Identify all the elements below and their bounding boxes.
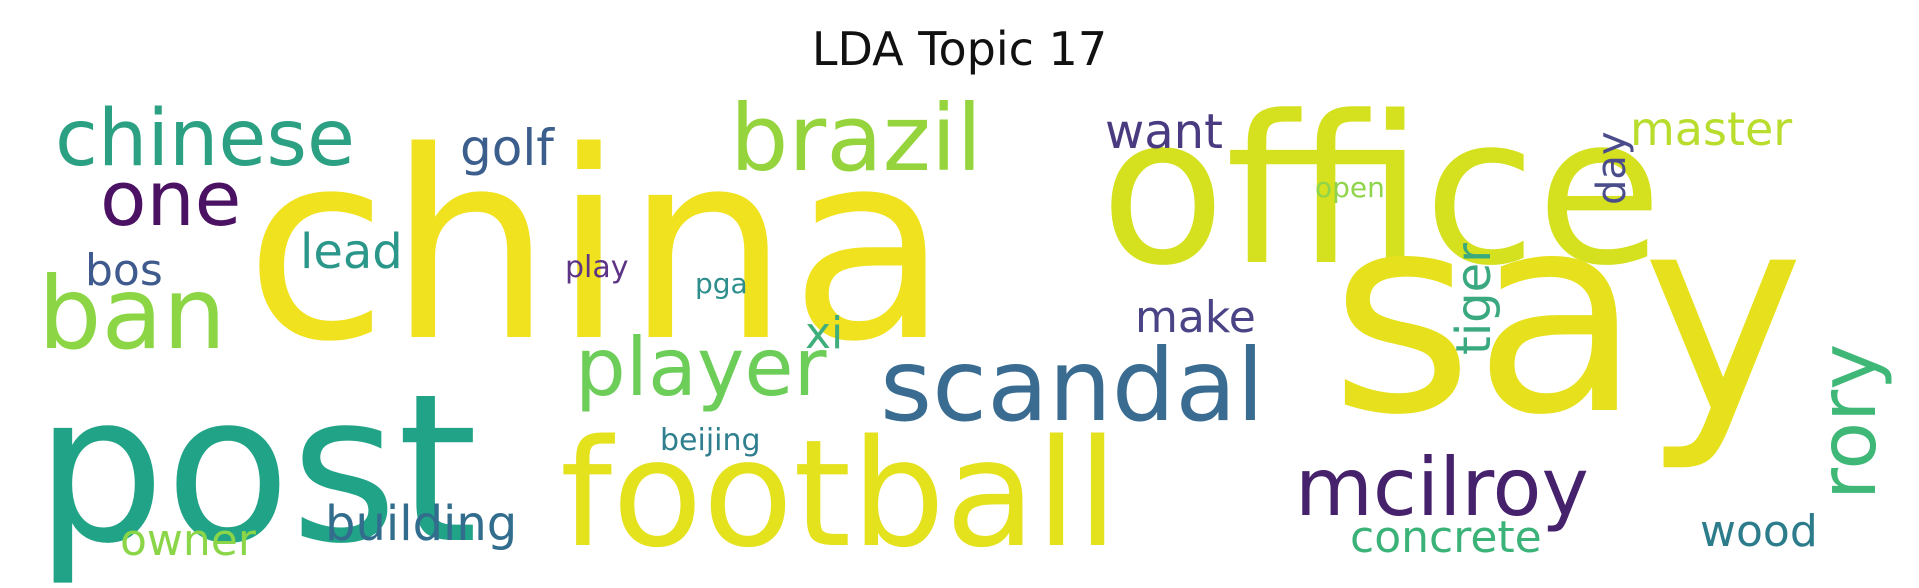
word-open: open [1315,171,1385,204]
word-day: day [1589,131,1635,205]
word-lead: lead [300,224,403,280]
word-building: building [325,496,517,552]
word-xi: xi [805,308,843,359]
chart-title: LDA Topic 17 [811,22,1108,76]
word-make: make [1135,292,1256,343]
word-brazil: brazil [730,85,982,192]
word-ban: ban [38,255,226,372]
word-office: office [1100,73,1662,311]
word-chinese: chinese [55,94,355,184]
word-beijing: beijing [660,423,761,458]
word-say: say [1330,155,1805,475]
word-owner: owner [120,515,257,566]
word-bos: bos [85,245,163,296]
word-one: one [100,154,241,243]
word-mcilroy: mcilroy [1295,441,1589,534]
word-rory: rory [1804,344,1894,500]
word-concrete: concrete [1350,512,1542,563]
word-player: player [575,321,827,414]
word-wood: wood [1700,506,1818,557]
word-tiger: tiger [1446,243,1502,355]
word-golf: golf [460,119,555,177]
word-china: china [245,97,949,399]
word-want: want [1105,104,1223,160]
word-pga: pga [695,267,748,300]
word-master: master [1630,102,1792,156]
word-scandal: scandal [880,327,1264,444]
word-post: post [35,351,478,588]
word-play: play [565,250,629,285]
word-football: football [560,408,1118,580]
